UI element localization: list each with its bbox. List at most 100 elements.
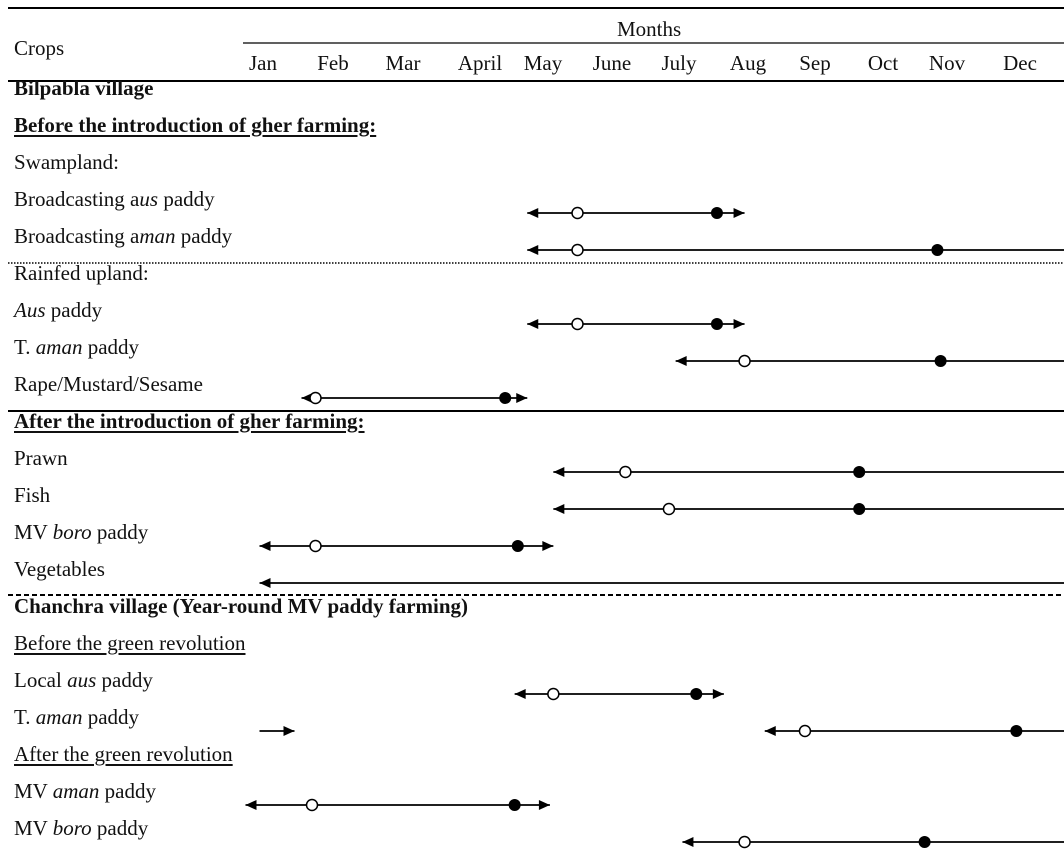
timeline-layer [245, 206, 1064, 849]
harvest-marker-filled [499, 392, 512, 404]
month-may: May [523, 51, 563, 75]
crop-timeline [764, 724, 1064, 738]
crop-timeline [553, 465, 1064, 479]
month-nov: Nov [928, 51, 966, 75]
row-label-segment: us [139, 187, 159, 211]
row-label-segment: Aus [14, 298, 46, 322]
sowing-marker-open [305, 798, 319, 812]
harvest-marker-filled [853, 466, 866, 478]
month-april: April [457, 51, 503, 75]
row-label-segment: Bilpabla village [14, 76, 154, 100]
harvest-marker-filled [508, 799, 521, 811]
month-june: June [592, 51, 632, 75]
row-label-segment: MV [14, 520, 53, 544]
arrow-right-icon [712, 689, 724, 699]
row-label: Broadcasting aus paddy [14, 187, 215, 212]
row-label: Rape/Mustard/Sesame [14, 372, 203, 397]
harvest-marker-filled [710, 318, 723, 330]
sowing-marker-open [738, 835, 751, 849]
row-label-segment: paddy [91, 816, 149, 840]
month-sep: Sep [799, 51, 831, 75]
row-label: T. aman paddy [14, 335, 139, 360]
harvest-marker-filled [931, 244, 944, 256]
row-label: Before the introduction of gher farming: [14, 113, 376, 138]
row-label-segment: Broadcasting a [14, 224, 140, 248]
arrow-left-icon [764, 726, 776, 736]
harvest-marker-filled [1010, 725, 1023, 737]
month-aug: Aug [729, 51, 767, 75]
row-label-segment: paddy [175, 224, 233, 248]
month-jan: Jan [249, 51, 277, 75]
row-label: Local aus paddy [14, 668, 153, 693]
row-label-segment: Before the introduction of gher farming: [14, 113, 377, 137]
sowing-marker-open [662, 502, 676, 516]
row-label-segment: MV [14, 779, 53, 803]
sowing-marker-open [619, 465, 632, 479]
arrow-left-icon [514, 689, 526, 699]
arrow-right-icon [538, 800, 550, 810]
harvest-marker-filled [918, 836, 931, 848]
row-label-segment: Rape/Mustard/Sesame [14, 372, 203, 396]
crop-timeline [675, 354, 1064, 368]
row-label-segment: paddy [82, 335, 140, 359]
arrow-right-icon [283, 726, 295, 736]
crop-timeline [527, 317, 745, 331]
crop-timeline [514, 687, 724, 701]
arrow-right-icon [516, 393, 528, 403]
sowing-marker-open [309, 539, 322, 553]
row-label-segment: Broadcasting a [14, 187, 140, 211]
row-label: Bilpabla village [14, 76, 153, 101]
row-label-segment: paddy [45, 298, 103, 322]
row-label: MV aman paddy [14, 779, 156, 804]
arrow-left-icon [527, 245, 539, 255]
crop-timeline [259, 539, 554, 553]
row-label: Broadcasting aman paddy [14, 224, 232, 249]
row-label: Fish [14, 483, 50, 508]
row-label-segment: paddy [158, 187, 215, 211]
row-label: Before the green revolution [14, 631, 246, 656]
arrow-left-icon [682, 837, 694, 847]
arrow-left-icon [259, 578, 271, 588]
crop-timeline [682, 835, 1064, 849]
month-oct: Oct [867, 51, 899, 75]
sowing-marker-open [309, 391, 322, 405]
table-rules [8, 7, 1064, 596]
harvest-marker-filled [710, 207, 723, 219]
arrow-left-icon [553, 467, 565, 477]
arrow-left-icon [259, 541, 271, 551]
sowing-marker-open [798, 724, 812, 738]
row-label-segment: aman [35, 335, 83, 359]
arrow-right-icon [542, 541, 554, 551]
arrow-left-icon [527, 208, 539, 218]
row-label: Aus paddy [14, 298, 102, 323]
row-label-segment: boro [52, 520, 92, 544]
row-label: After the introduction of gher farming: [14, 409, 365, 434]
row-label-segment: Before the green revolution [14, 631, 246, 655]
row-label-segment: Vegetables [14, 557, 105, 581]
row-label-segment: Local [14, 668, 68, 692]
row-label-segment: Fish [14, 483, 51, 507]
row-label: Swampland: [14, 150, 119, 175]
harvest-marker-filled [934, 355, 947, 367]
row-label-segment: After the green revolution [14, 742, 233, 766]
months-header: Months [617, 17, 682, 41]
crop-timeline [527, 243, 1064, 257]
harvest-marker-filled [690, 688, 703, 700]
sowing-marker-open [571, 317, 584, 331]
row-label-segment: paddy [82, 705, 140, 729]
arrow-left-icon [301, 393, 313, 403]
arrow-left-icon [527, 319, 539, 329]
sowing-marker-open [571, 206, 584, 220]
row-label-segment: boro [52, 816, 92, 840]
row-label-segment: aman [52, 779, 100, 803]
crop-timeline [245, 798, 550, 812]
row-label: Chanchra village (Year-round MV paddy fa… [14, 594, 468, 619]
crops-column-header: Crops [14, 36, 65, 60]
month-july: July [661, 51, 697, 75]
row-label-segment: MV [14, 816, 53, 840]
row-label-segment: aman [35, 705, 83, 729]
crop-timeline [553, 502, 1064, 516]
sowing-marker-open [738, 354, 751, 368]
